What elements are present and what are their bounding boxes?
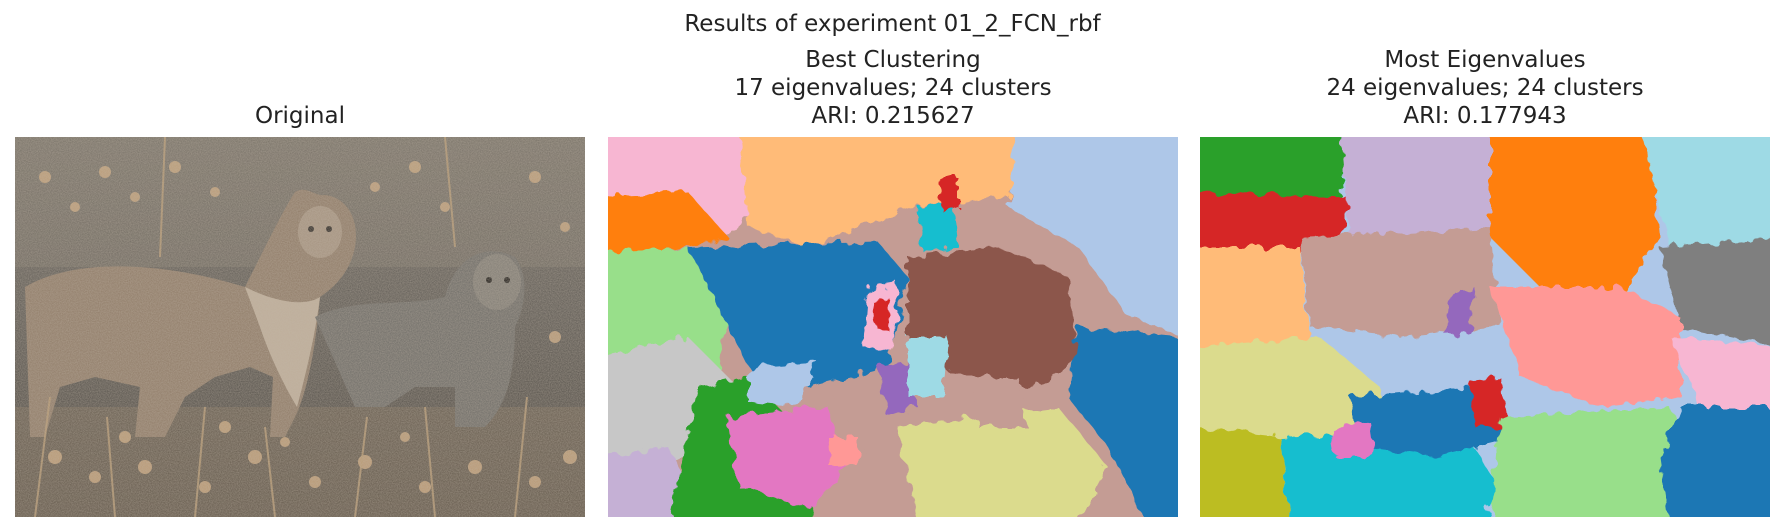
title-line: Most Eigenvalues	[1384, 47, 1586, 73]
segmentation-map-best	[608, 137, 1178, 517]
title-line: Original	[254, 103, 345, 129]
panel-title-best: Best Clustering 17 eigenvalues; 24 clust…	[608, 46, 1178, 130]
segmentation-map-most	[1200, 137, 1770, 517]
panel-title-most: Most Eigenvalues 24 eigenvalues; 24 clus…	[1200, 46, 1770, 130]
title-line: 17 eigenvalues; 24 clusters	[734, 75, 1052, 101]
title-line: 24 eigenvalues; 24 clusters	[1326, 75, 1644, 101]
panel-title-original: Original	[15, 102, 585, 130]
figure-title: Results of experiment 01_2_FCN_rbf	[684, 11, 1101, 37]
original-photo	[15, 137, 585, 517]
title-line: ARI: 0.215627	[811, 103, 975, 129]
title-line: Best Clustering	[805, 47, 981, 73]
title-line: ARI: 0.177943	[1403, 103, 1567, 129]
